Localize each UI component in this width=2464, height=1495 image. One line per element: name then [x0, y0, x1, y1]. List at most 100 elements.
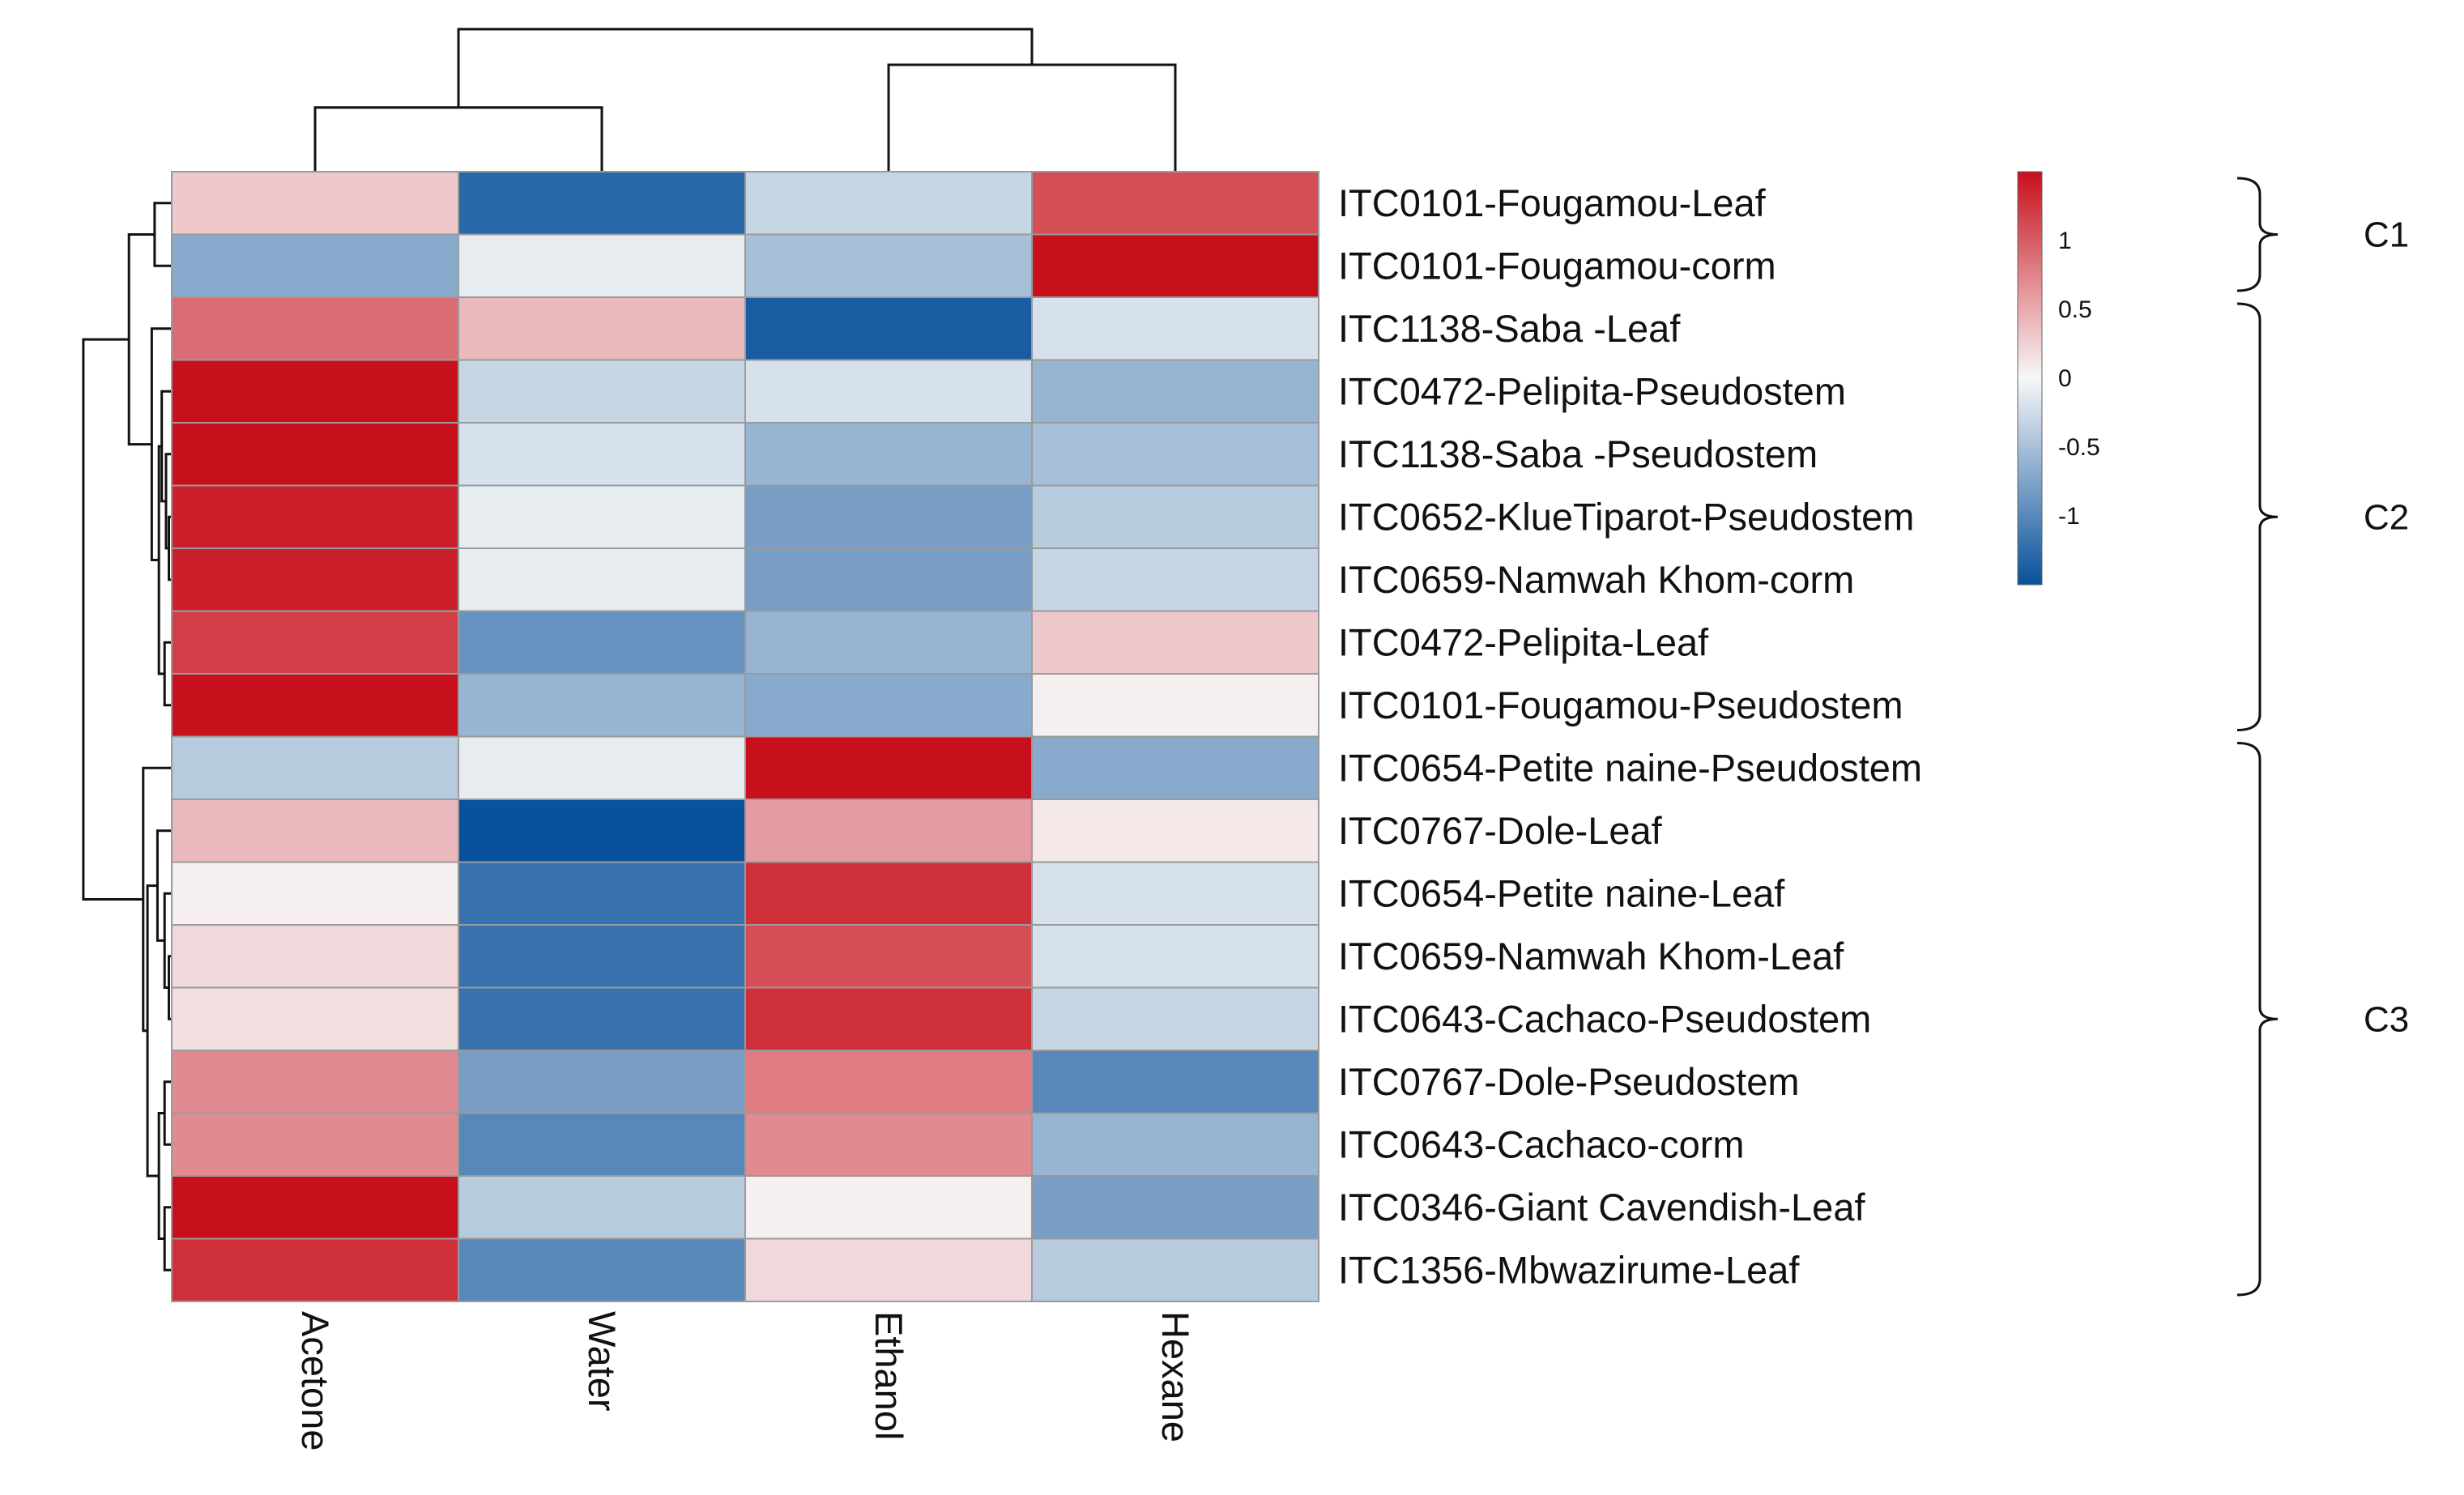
heatmap-cell: [458, 673, 746, 738]
cluster-bracket: [2236, 177, 2279, 292]
row-label: ITC0472-Pelipita-Pseudostem: [1338, 369, 1846, 412]
heatmap-cell: [171, 673, 459, 738]
heatmap-cell: [171, 986, 459, 1051]
row-label: ITC0101-Fougamou-Leaf: [1338, 181, 1767, 224]
heatmap-cell: [744, 673, 1033, 738]
row-label: ITC0767-Dole-Pseudostem: [1338, 1060, 1800, 1103]
column-label: Hexane: [1154, 1311, 1197, 1442]
cluster-bracket: [2236, 302, 2279, 731]
row-label: ITC0652-KlueTiparot-Pseudostem: [1338, 495, 1914, 538]
heatmap-cell: [458, 735, 746, 800]
heatmap-cell: [171, 735, 459, 800]
heatmap-cells: [171, 171, 1319, 1302]
heatmap-cell: [458, 799, 746, 863]
heatmap-cell: [1031, 735, 1319, 800]
heatmap-cell: [1031, 673, 1319, 738]
heatmap-cell: [744, 547, 1033, 612]
heatmap-cell: [1031, 1175, 1319, 1240]
column-label: Water: [581, 1311, 624, 1412]
heatmap-cell: [458, 359, 746, 424]
heatmap-cell: [458, 986, 746, 1051]
heatmap-cell: [171, 422, 459, 487]
row-label: ITC0659-Namwah Khom-corm: [1338, 558, 1854, 601]
heatmap-cell: [744, 1237, 1033, 1302]
colorbar-gradient: [2017, 171, 2043, 586]
heatmap-cell: [744, 610, 1033, 675]
row-label: ITC0472-Pelipita-Leaf: [1338, 620, 1709, 663]
row-label: ITC1138-Saba -Pseudostem: [1338, 432, 1818, 475]
heatmap-cell: [171, 359, 459, 424]
cluster-label: C2: [2364, 497, 2409, 537]
heatmap-cell: [171, 1175, 459, 1240]
heatmap-cell: [1031, 296, 1319, 361]
heatmap-cell: [744, 296, 1033, 361]
cluster-bracket: [2236, 742, 2279, 1297]
row-label: ITC0654-Petite naine-Leaf: [1338, 871, 1785, 914]
heatmap-cell: [1031, 1050, 1319, 1114]
heatmap-cell: [744, 986, 1033, 1051]
colorbar-tick-label: 0: [2058, 365, 2072, 392]
heatmap-cell: [744, 1175, 1033, 1240]
heatmap-cell: [1031, 547, 1319, 612]
column-dendrogram-link: [313, 106, 603, 172]
heatmap-cell: [458, 924, 746, 989]
heatmap-cell: [171, 861, 459, 926]
row-label: ITC0767-Dole-Leaf: [1338, 809, 1663, 852]
heatmap-cell: [171, 1112, 459, 1177]
heatmap-cell: [1031, 986, 1319, 1051]
row-dendrogram-link: [163, 1080, 172, 1146]
row-label: ITC1138-Saba -Leaf: [1338, 307, 1681, 350]
heatmap-cell: [171, 171, 459, 236]
heatmap-cell: [458, 1050, 746, 1114]
row-label: ITC0654-Petite naine-Pseudostem: [1338, 746, 1922, 789]
column-dendrogram-link: [887, 63, 1177, 172]
row-label: ITC0659-Namwah Khom-Leaf: [1338, 935, 1844, 978]
heatmap-cell: [458, 547, 746, 612]
heatmap-cell: [744, 422, 1033, 487]
heatmap-cell: [1031, 1112, 1319, 1177]
heatmap-cell: [458, 1237, 746, 1302]
row-label: ITC0643-Cachaco-Pseudostem: [1338, 997, 1871, 1040]
column-dendrogram-link: [457, 28, 1034, 108]
heatmap-cell: [1031, 171, 1319, 236]
heatmap-cell: [1031, 799, 1319, 863]
column-label: Ethanol: [868, 1311, 910, 1440]
heatmap-cell: [744, 735, 1033, 800]
heatmap-cell: [1031, 610, 1319, 675]
heatmap-cell: [458, 296, 746, 361]
row-dendrogram-link: [153, 202, 172, 267]
heatmap-cell: [171, 1237, 459, 1302]
heatmap-cell: [1031, 1237, 1319, 1302]
row-label: ITC0101-Fougamou-corm: [1338, 244, 1776, 287]
row-dendrogram-link: [163, 641, 172, 707]
heatmap-cell: [744, 1050, 1033, 1114]
heatmap-cell: [1031, 359, 1319, 424]
cluster-label: C1: [2364, 215, 2409, 255]
row-dendrogram: [82, 202, 172, 1271]
heatmap-cell: [744, 799, 1033, 863]
heatmap-cell: [458, 1112, 746, 1177]
row-dendrogram-link: [163, 1206, 172, 1271]
heatmap-cell: [171, 610, 459, 675]
heatmap-cell: [171, 547, 459, 612]
heatmap-cell: [744, 484, 1033, 549]
heatmap-cell: [1031, 233, 1319, 298]
color-legend: 1 0.5 0 -0.5 -1: [2017, 171, 2100, 586]
heatmap-cell: [458, 861, 746, 926]
column-dendrogram: [313, 28, 1177, 172]
row-dendrogram-link: [82, 338, 143, 901]
heatmap-cell: [458, 233, 746, 298]
heatmap-cell: [458, 422, 746, 487]
colorbar-tick-label: -0.5: [2058, 434, 2100, 461]
heatmap-cell: [744, 359, 1033, 424]
heatmap-cell: [171, 296, 459, 361]
heatmap-cell: [171, 1050, 459, 1114]
cluster-brackets: C1 C2 C3: [2236, 177, 2409, 1297]
heatmap-cell: [1031, 422, 1319, 487]
row-label: ITC1356-Mbwazirume-Leaf: [1338, 1248, 1800, 1291]
column-label: Acetone: [294, 1311, 337, 1450]
row-label: ITC0101-Fougamou-Pseudostem: [1338, 684, 1903, 726]
heatmap-cell: [744, 924, 1033, 989]
heatmap-cell: [458, 171, 746, 236]
